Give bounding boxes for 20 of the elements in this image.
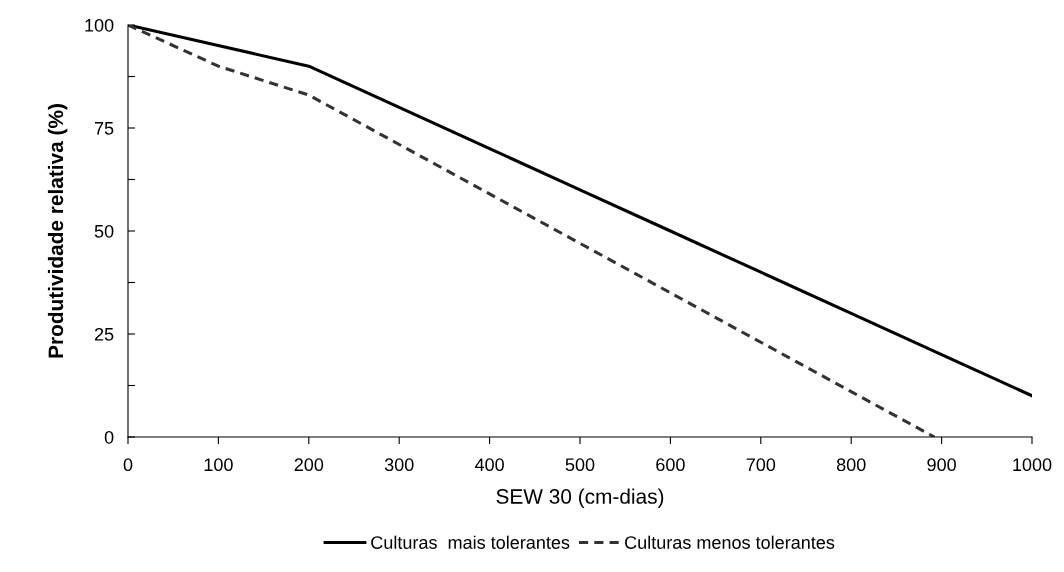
x-tick-label: 900: [927, 458, 956, 472]
y-tick-label: 50: [94, 224, 114, 238]
x-tick-label: 700: [746, 458, 776, 472]
y-tick-label: 25: [94, 327, 114, 341]
y-tick-label: 100: [85, 18, 114, 32]
x-tick-label: 0: [123, 458, 133, 472]
y-tick-label: 0: [104, 430, 114, 444]
legend-label: Culturas menos tolerantes: [625, 535, 835, 549]
y-tick-label: 75: [94, 122, 114, 135]
x-tick-label: 100: [204, 458, 233, 472]
x-tick-label: 300: [384, 458, 414, 472]
x-axis-title: SEW 30 (cm-dias): [496, 488, 664, 508]
x-tick-label: 1000: [1013, 458, 1052, 472]
x-tick-label: 200: [294, 458, 324, 472]
x-tick-label: 500: [565, 458, 595, 472]
x-tick-label: 400: [474, 458, 504, 472]
x-tick-label: 600: [656, 458, 685, 472]
legend-label: Culturas mais tolerantes: [371, 535, 570, 549]
x-tick-label: 800: [836, 458, 866, 472]
y-axis-title: Produtividade relativa (%): [47, 104, 68, 358]
